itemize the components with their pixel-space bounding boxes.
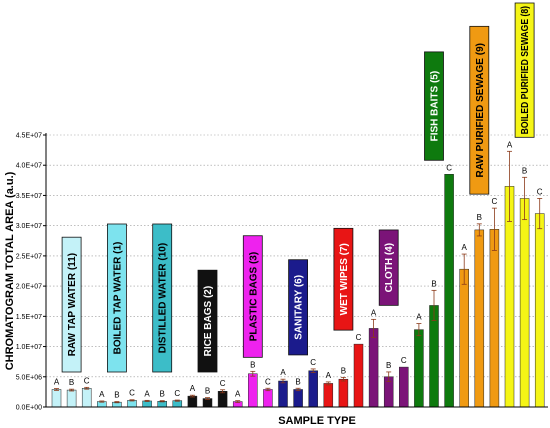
bar-letter-label: B (205, 387, 210, 396)
group-label: RAW PURIFIED SEWAGE (9) (475, 43, 486, 177)
group-label-box (107, 223, 127, 373)
y-tick-labels: 0.0E+00 5.0E+06 1.0E+07 1.5E+07 2.0E+07 2.5E+… (16, 133, 46, 412)
bar-letter-label: A (99, 390, 105, 399)
bar (338, 378, 349, 408)
bar-letter-label: A (416, 313, 422, 322)
bar-letter-label: C (537, 187, 543, 196)
group-label: PLASTIC BAGS (3) (248, 252, 259, 341)
group-label: SANITARY (6) (294, 275, 305, 340)
bar-letter-label: C (446, 163, 452, 172)
x-axis-title: SAMPLE TYPE (278, 415, 356, 427)
group-label-box (333, 227, 354, 331)
bar-letter-label: A (190, 384, 196, 393)
bar-letter-label: B (114, 391, 119, 400)
y-tick-label: 3.5E+07 (16, 193, 42, 200)
bar-letter-label: B (160, 390, 165, 399)
bar-letter-label: C (310, 358, 316, 367)
bar-letter-label: B (341, 366, 346, 375)
bar (519, 198, 530, 408)
bar (474, 229, 485, 408)
y-tick-label: 2.0E+07 (16, 284, 42, 291)
bar (217, 391, 228, 408)
group-label: WET WIPES (7) (339, 243, 350, 315)
bar-letter-label: B (386, 361, 391, 370)
y-tick-label: 5.0E+06 (16, 374, 42, 381)
bar-letter-label: C (174, 389, 180, 398)
bar (459, 268, 469, 408)
bar-letter-label: C (265, 377, 271, 386)
bar-letter-label: A (280, 368, 286, 377)
bar (263, 389, 273, 408)
bar-letter-label: A (462, 243, 468, 252)
bar-letter-label: C (84, 376, 90, 385)
group-label: BOILED TAP WATER (1) (112, 242, 123, 355)
group-label-box (378, 229, 399, 306)
bar (323, 383, 334, 408)
group-labels: RAW TAP WATER (11) BOILED TAP WATER (1) DI… (61, 2, 535, 373)
group-label-box (197, 269, 218, 373)
bar (278, 380, 288, 408)
bar (293, 389, 303, 408)
group-label: CLOTH (4) (384, 243, 395, 292)
y-tick-label: 0.0E+00 (16, 405, 42, 412)
bar-letter-label: C (356, 333, 362, 342)
group-label: BOILED PURIFIED SEWAGE (8) (520, 6, 531, 134)
bar (444, 174, 454, 408)
bar-letter-label: C (401, 356, 407, 365)
bar-letter-label: C (220, 379, 226, 388)
bar (248, 373, 258, 408)
bar (308, 370, 318, 408)
bar-letter-label: B (431, 279, 436, 288)
y-tick-label: 2.5E+07 (16, 253, 42, 260)
bar (368, 328, 379, 408)
group-label-box (152, 223, 173, 373)
bar-letter-label: A (326, 371, 332, 380)
group-label-box (288, 259, 309, 356)
bar (534, 213, 545, 408)
bar-letter-label: B (477, 213, 482, 222)
bar-letter-label: C (492, 197, 498, 206)
y-axis-title: CHROMATOGRAM TOTAL AREA (a.u.) (4, 171, 16, 370)
bar-letter-label: A (371, 308, 377, 317)
bar-letter-label: A (54, 378, 60, 387)
y-tick-label: 3.0E+07 (16, 223, 42, 230)
bar (489, 229, 500, 408)
group-label: DISTILLED WATER (10) (158, 243, 169, 353)
bar (187, 395, 198, 408)
group-label: RICE BAGS (2) (203, 286, 214, 357)
bar (66, 389, 77, 408)
bar (81, 388, 92, 408)
group-label-box (424, 51, 444, 161)
bar (399, 366, 409, 408)
bar-letter-label: B (295, 377, 300, 386)
bar-letter-label: A (235, 390, 241, 399)
bar-letter-label: C (129, 389, 135, 398)
y-tick-label: 1.0E+07 (16, 344, 42, 351)
group-label: RAW TAP WATER (11) (67, 253, 78, 356)
group-label-box (514, 2, 535, 138)
group-label: FISH BAITS (5) (430, 71, 441, 142)
group-label-box (469, 25, 490, 195)
bar-letter-label: B (69, 378, 74, 387)
y-tick-label: 4.5E+07 (16, 133, 42, 140)
bar-letter-label: A (507, 140, 513, 149)
bar (51, 389, 62, 408)
bar-letter-label: A (144, 389, 150, 398)
y-tick-label: 1.5E+07 (16, 314, 42, 321)
bar-letter-label: B (522, 166, 527, 175)
y-tick-label: 4.0E+07 (16, 163, 42, 170)
group-label-box (242, 235, 263, 358)
bar-letter-label: B (250, 360, 255, 369)
bar (414, 329, 424, 408)
bar (353, 343, 364, 408)
group-label-box (61, 236, 82, 373)
